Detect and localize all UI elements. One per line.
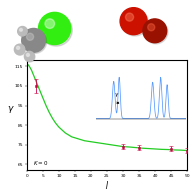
Text: $K=0$: $K=0$ (33, 159, 49, 167)
Circle shape (39, 12, 71, 45)
Circle shape (120, 8, 147, 35)
Circle shape (23, 30, 47, 53)
Circle shape (15, 45, 25, 55)
Circle shape (45, 19, 55, 29)
Circle shape (25, 52, 35, 62)
Circle shape (16, 46, 20, 50)
Circle shape (24, 51, 34, 61)
Circle shape (14, 44, 25, 55)
Circle shape (144, 20, 168, 44)
Circle shape (125, 13, 134, 21)
Circle shape (20, 28, 22, 31)
Y-axis label: $\gamma$: $\gamma$ (7, 104, 15, 115)
Circle shape (27, 33, 34, 40)
Circle shape (22, 29, 45, 52)
Circle shape (143, 19, 167, 43)
Circle shape (148, 24, 155, 31)
Circle shape (121, 9, 148, 36)
X-axis label: $J$: $J$ (104, 179, 110, 189)
Circle shape (18, 26, 27, 36)
Circle shape (26, 53, 29, 57)
Circle shape (18, 27, 28, 36)
Circle shape (40, 14, 72, 46)
